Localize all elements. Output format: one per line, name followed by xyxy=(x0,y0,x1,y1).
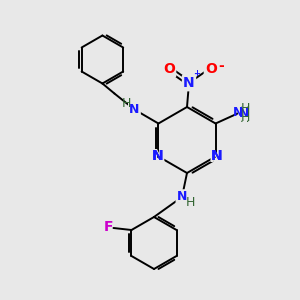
Text: H: H xyxy=(240,105,249,118)
Text: N: N xyxy=(152,149,163,164)
Text: H: H xyxy=(240,98,249,125)
Text: N: N xyxy=(129,103,140,116)
Text: N: N xyxy=(232,106,243,119)
Text: N: N xyxy=(177,190,187,203)
Text: -: - xyxy=(218,59,224,73)
Text: N: N xyxy=(152,148,165,166)
Text: N: N xyxy=(238,107,249,120)
Text: N: N xyxy=(183,76,195,90)
Text: H: H xyxy=(241,102,250,115)
Text: H: H xyxy=(185,196,195,208)
Text: F: F xyxy=(104,220,113,234)
Text: O: O xyxy=(205,62,217,76)
Text: O: O xyxy=(163,62,175,76)
Text: N: N xyxy=(211,149,222,164)
Text: N: N xyxy=(211,149,222,164)
Text: N: N xyxy=(208,148,223,166)
Text: H: H xyxy=(241,111,250,124)
Text: N: N xyxy=(152,149,163,164)
Text: H: H xyxy=(122,97,131,110)
Text: +: + xyxy=(193,69,200,78)
